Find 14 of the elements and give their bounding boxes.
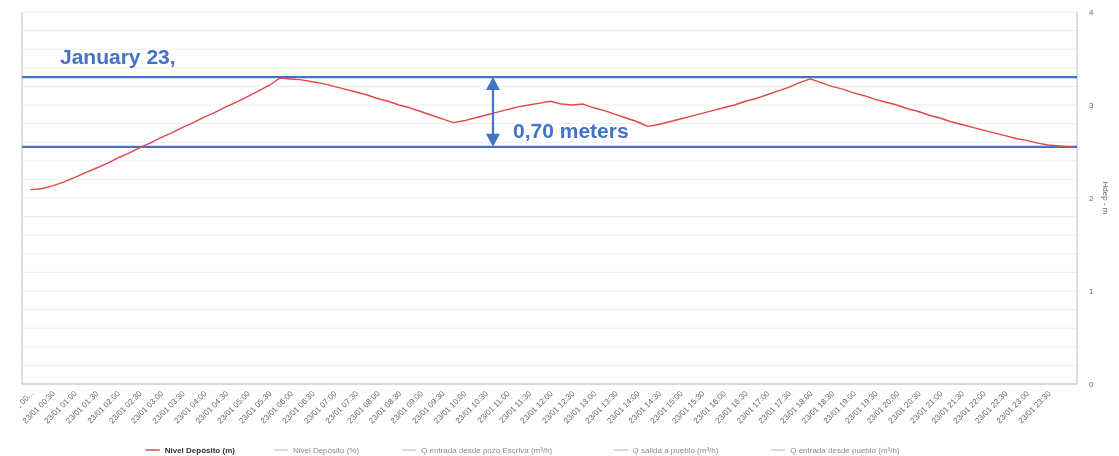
legend-label: Q entrada desde pozo Escriva (m³/h)	[421, 445, 553, 455]
legend-label: Nivel Depósito (m)	[164, 445, 236, 455]
y-tick-label: 1	[1089, 286, 1094, 296]
legend-label: Q salida a pueblo (m³/h)	[632, 445, 719, 455]
legend-label: Q entrada desde pueblo (m³/h)	[790, 445, 900, 455]
annotation: 0,70 meters	[513, 119, 629, 143]
y-tick-label: 0	[1089, 379, 1094, 389]
text: January 23,	[60, 45, 176, 68]
legend-label: Nivel Depósito (%)	[292, 445, 360, 455]
y-tick-label: 2	[1089, 193, 1094, 203]
y-axis-title: Hdep - m	[1101, 181, 1110, 215]
y-tick-label: 4	[1089, 7, 1094, 17]
y-tick-label: 3	[1089, 100, 1094, 110]
line-series	[30, 77, 1071, 191]
